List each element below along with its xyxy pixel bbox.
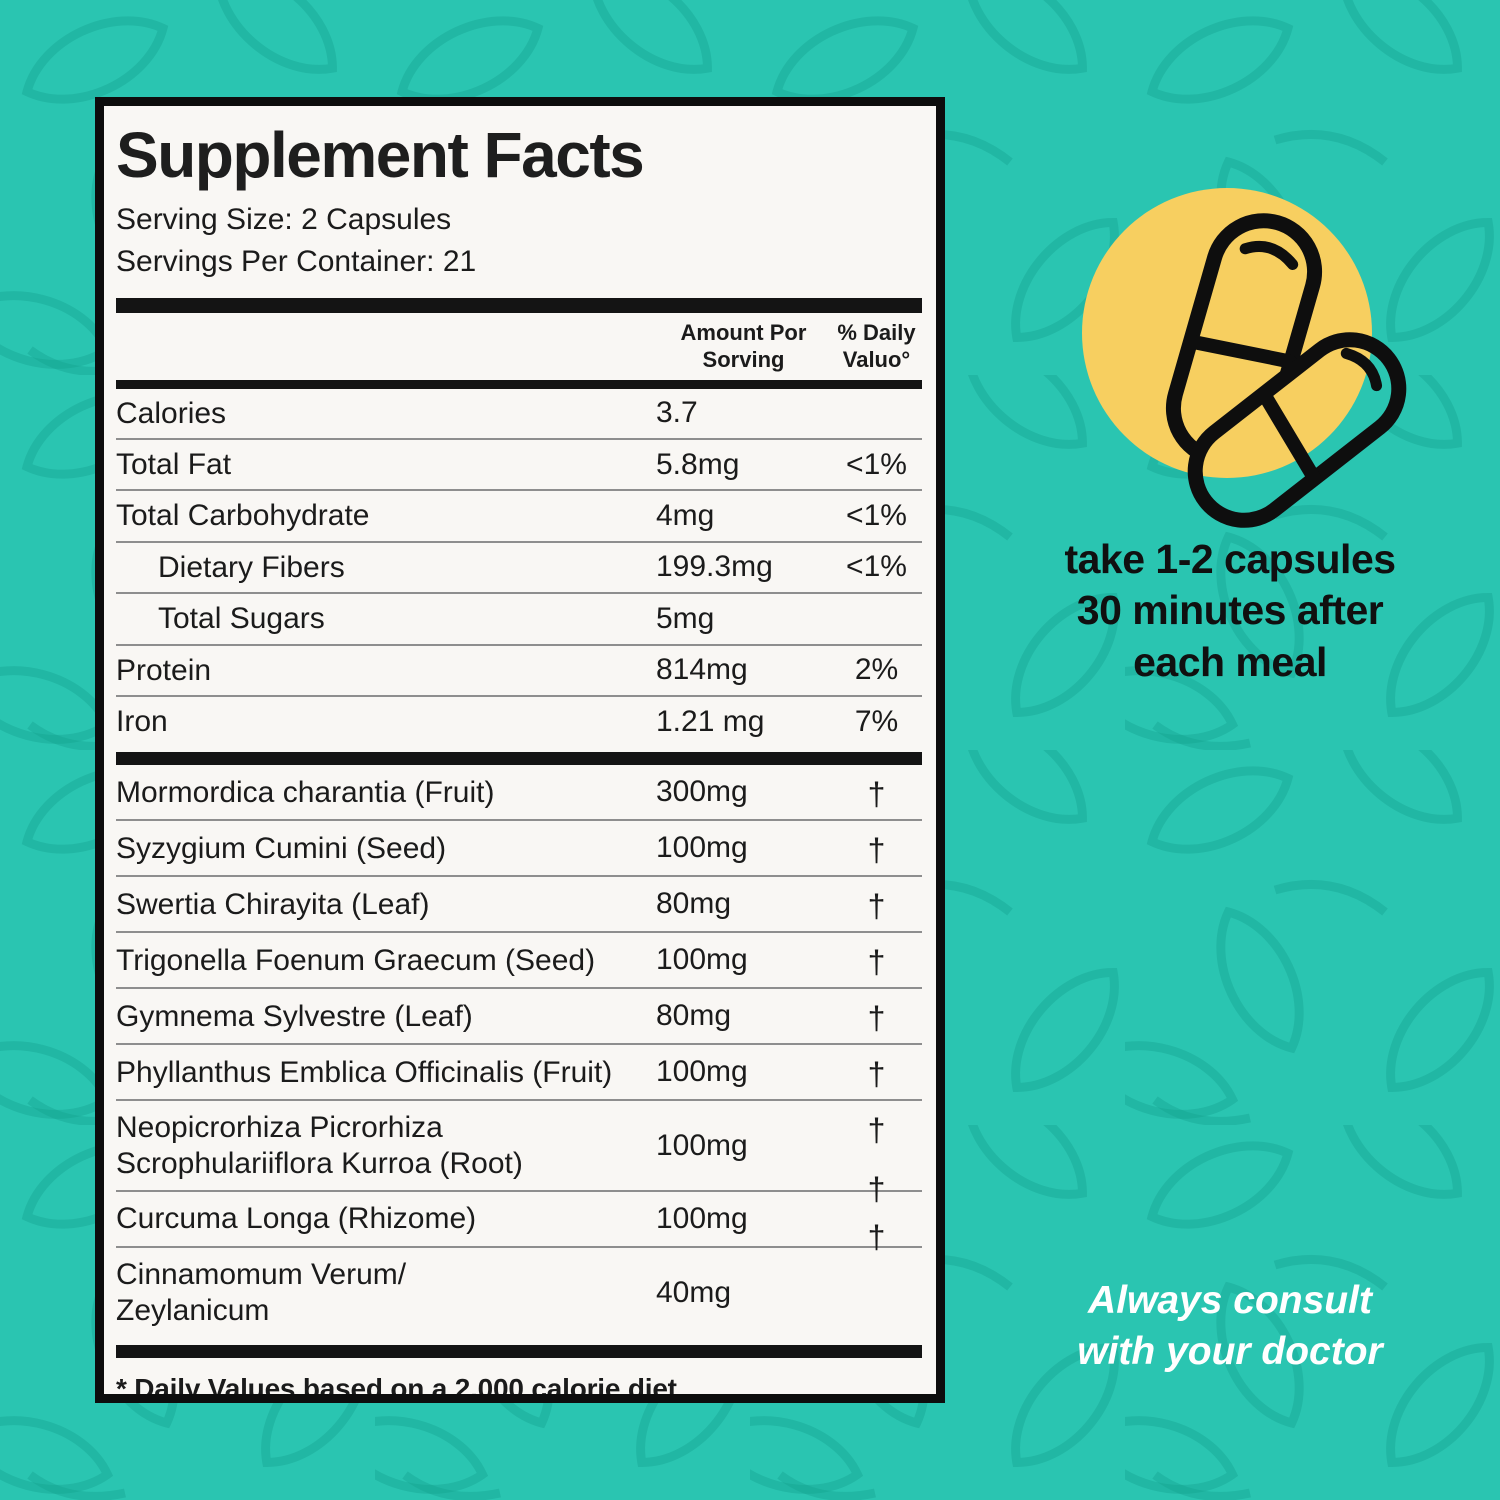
herb-row: Gymnema Sylvestre (Leaf) 80mg †	[116, 987, 922, 1043]
serving-size-line: Serving Size: 2 Capsules	[116, 203, 452, 237]
dosage-instructions: take 1-2 capsules 30 minutes after each …	[1064, 536, 1396, 685]
nutrient-name: Protein	[116, 653, 212, 687]
panel-title: Supplement Facts	[116, 119, 645, 191]
herb-amount: 100mg	[656, 943, 748, 977]
herb-name: Syzygium Cumini (Seed)	[116, 831, 447, 865]
nutrient-name: Total Carbohydrate	[116, 499, 370, 533]
nutrient-daily-value: 2%	[854, 653, 899, 687]
dagger-symbol: †	[867, 1056, 886, 1093]
nutrient-row: Protein 814mg 2%	[116, 643, 922, 695]
herb-row: Trigonella Foenum Graecum (Seed) 100mg †	[116, 931, 922, 987]
doctor-consult-note: Always consult with your doctor	[1077, 1279, 1383, 1373]
nutrient-amount: 199.3mg	[656, 550, 773, 584]
nutrient-name: Calories	[116, 396, 227, 430]
dagger-symbol: †	[867, 944, 886, 981]
herb-row: Mormordica charantia (Fruit) 300mg †	[116, 765, 922, 819]
herb-row: Swertia Chirayita (Leaf) 80mg †	[116, 875, 922, 931]
two-capsules-icon	[1082, 188, 1407, 528]
herb-amount: 300mg	[656, 775, 748, 809]
nutrient-name: Dietary Fibers	[158, 550, 345, 584]
table-header-row: Amount Por Sorving % Daily Valuo°	[116, 313, 922, 380]
dagger-symbol: †	[867, 888, 886, 925]
nutrient-row: Total Sugars 5mg	[116, 592, 922, 643]
nutrient-daily-value: <1%	[846, 499, 907, 533]
dagger-symbol: †	[867, 776, 886, 813]
footnotes: * Daily Values based on a 2,000 calorie …	[116, 1368, 922, 1403]
thick-divider	[116, 1344, 922, 1358]
dagger-symbol: †	[867, 1112, 886, 1149]
dagger-symbol: †	[867, 832, 886, 869]
nutrient-name: Total Fat	[116, 448, 232, 482]
nutrient-daily-value: <1%	[846, 447, 907, 481]
herb-amount: 100mg	[656, 1128, 748, 1162]
nutrient-row: Calories 3.7	[116, 389, 922, 438]
herb-name: Gymnema Sylvestre (Leaf)	[116, 999, 473, 1033]
nutrient-daily-value: <1%	[846, 550, 907, 584]
thick-divider	[116, 379, 922, 389]
amount-column-header: Amount Por Sorving	[680, 319, 807, 372]
nutrient-row: Dietary Fibers 199.3mg <1%	[116, 540, 922, 592]
herb-amount: 80mg	[656, 999, 732, 1033]
nutrient-row: Total Fat 5.8mg <1%	[116, 438, 922, 489]
herb-name: Cinnamomum Verum/ Zeylanicum	[116, 1258, 407, 1327]
herb-row: Phyllanthus Emblica Officinalis (Fruit) …	[116, 1043, 922, 1099]
herb-name: Trigonella Foenum Graecum (Seed)	[116, 943, 596, 977]
daily-value-column-header: % Daily Valuo°	[837, 319, 916, 372]
nutrient-name: Total Sugars	[158, 602, 325, 636]
nutrient-row: Total Carbohydrate 4mg <1%	[116, 489, 922, 540]
nutrient-amount: 4mg	[656, 499, 715, 533]
supplement-facts-panel: Supplement Facts Serving Size: 2 Capsule…	[95, 97, 945, 1403]
thick-divider	[116, 752, 922, 766]
nutrient-amount: 814mg	[656, 653, 748, 687]
servings-per-container-line: Servings Per Container: 21	[116, 244, 477, 278]
herb-name: Phyllanthus Emblica Officinalis (Fruit)	[116, 1055, 613, 1089]
nutrient-row: Iron 1.21 mg 7%	[116, 694, 922, 746]
herb-row: Syzygium Cumini (Seed) 100mg †	[116, 819, 922, 875]
herb-name: Swertia Chirayita (Leaf)	[116, 887, 430, 921]
nutrient-amount: 5mg	[656, 601, 715, 635]
herb-name: Neopicrorhiza Picrorhiza Scrophulariiflo…	[116, 1111, 523, 1180]
dagger-symbol: †	[867, 1171, 886, 1208]
nutrient-amount: 5.8mg	[656, 447, 740, 481]
dagger-symbol: †	[867, 1000, 886, 1037]
herb-amount: 100mg	[656, 1055, 748, 1089]
nutrient-amount: 1.21 mg	[656, 704, 765, 738]
herb-row: Neopicrorhiza Picrorhiza Scrophulariiflo…	[116, 1099, 922, 1190]
herb-amount: 80mg	[656, 887, 732, 921]
herb-row: Curcuma Longa (Rhizome) 100mg †	[116, 1173, 922, 1246]
herb-amount: 40mg	[656, 1275, 732, 1309]
nutrient-amount: 3.7	[656, 396, 698, 430]
thick-divider	[116, 297, 922, 313]
capsules-icon-badge	[1072, 168, 1412, 528]
dagger-symbol: †	[867, 1219, 886, 1256]
herb-name: Mormordica charantia (Fruit)	[116, 775, 495, 809]
herb-amount: 100mg	[656, 831, 748, 865]
nutrient-daily-value: 7%	[854, 704, 899, 738]
herb-name: Curcuma Longa (Rhizome)	[116, 1202, 477, 1236]
footnote-daily-values: * Daily Values based on a 2,000 calorie …	[116, 1372, 677, 1403]
herb-row: Cinnamomum Verum/ Zeylanicum 40mg †	[116, 1221, 922, 1337]
herb-amount: 100mg	[656, 1202, 748, 1236]
nutrient-name: Iron	[116, 704, 168, 738]
